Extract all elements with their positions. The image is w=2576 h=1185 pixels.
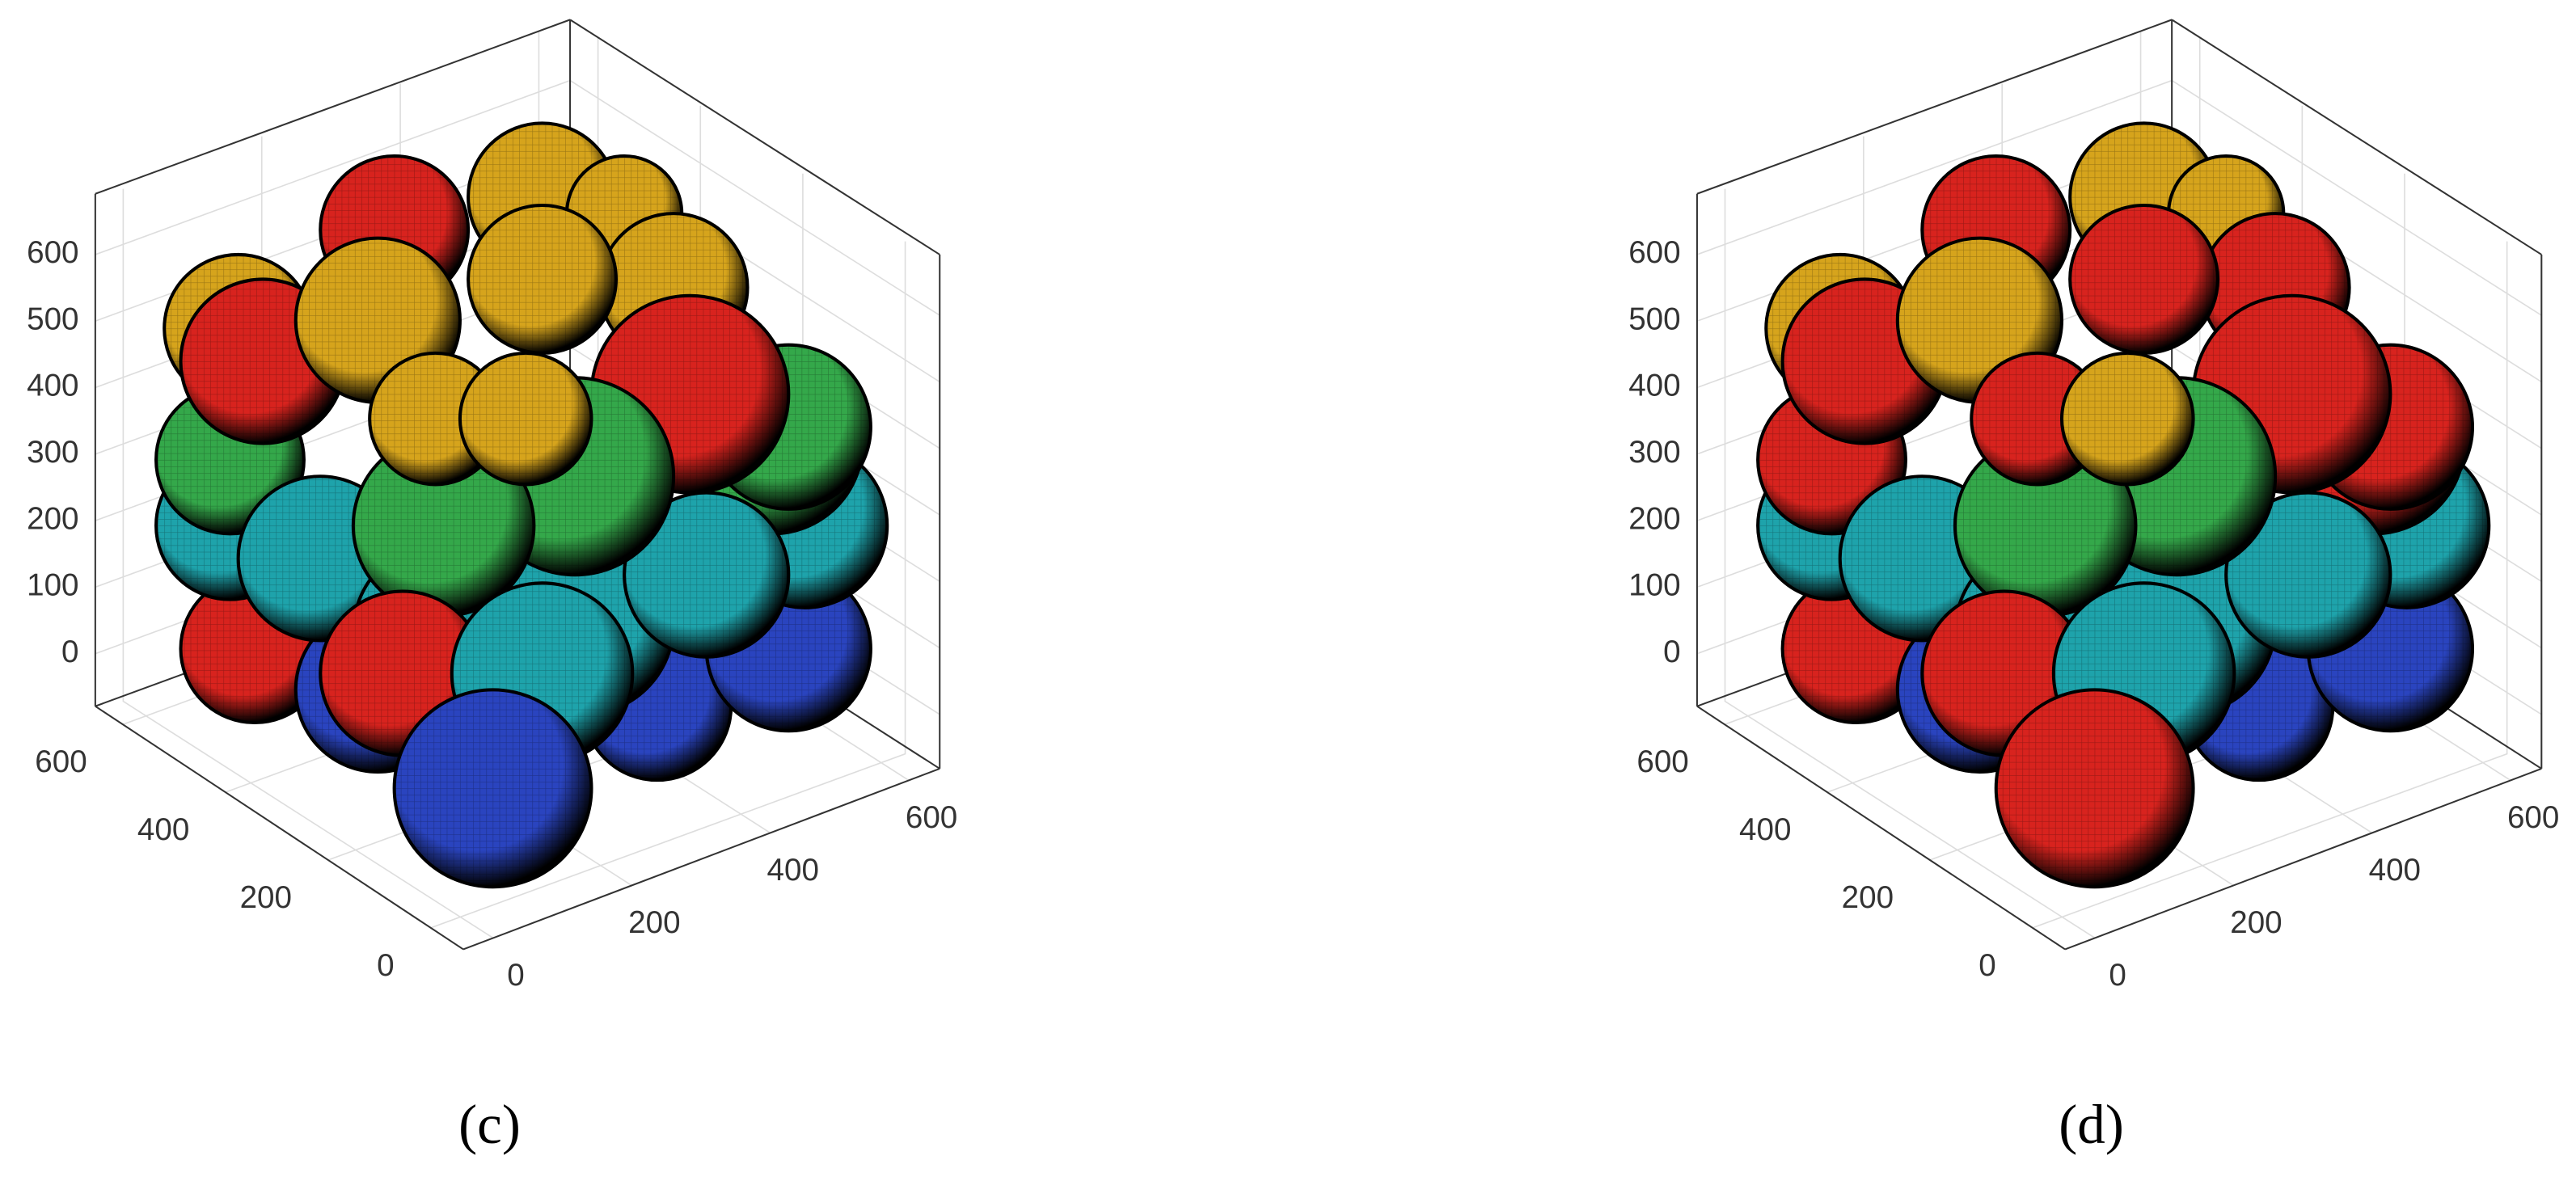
x-tick-label: 400: [2369, 853, 2421, 888]
z-tick-label: 600: [1628, 235, 1680, 270]
sphere-mesh: [1954, 435, 2136, 616]
axis-edge: [1696, 19, 2173, 195]
z-tick-label: 400: [1628, 369, 1680, 403]
sphere-mesh: [353, 435, 534, 616]
z-tick-label: 300: [1628, 435, 1680, 470]
y-tick-label: 0: [377, 948, 394, 983]
z-tick-label: 300: [27, 435, 78, 470]
sphere-mesh: [624, 492, 789, 657]
y-tick-label: 400: [1739, 812, 1791, 847]
z-tick-label: 600: [27, 235, 78, 270]
sphere-mesh: [459, 352, 592, 485]
panel-caption: (d): [2059, 1093, 2124, 1155]
sphere-mesh: [2062, 352, 2194, 485]
x-tick-label: 600: [906, 800, 957, 835]
panel-caption: (c): [458, 1093, 521, 1155]
sphere-mesh: [1995, 689, 2194, 888]
axis-edge: [2171, 19, 2542, 255]
y-tick-label: 400: [137, 812, 189, 847]
grid-line: [2032, 241, 2508, 929]
sphere-mesh: [468, 205, 616, 353]
z-tick-label: 400: [27, 369, 78, 403]
sphere-mesh: [2070, 205, 2219, 353]
axis-edge: [2064, 767, 2542, 951]
grid-line: [122, 188, 494, 938]
z-tick-label: 0: [1663, 635, 1680, 669]
axis-edge: [95, 705, 464, 951]
axis-edge: [1696, 705, 2066, 951]
y-tick-label: 200: [1842, 880, 1894, 915]
z-tick-label: 500: [1628, 302, 1680, 336]
axis-edge: [569, 19, 940, 255]
x-tick-label: 200: [628, 905, 680, 940]
z-tick-label: 100: [1628, 568, 1680, 603]
z-tick-label: 100: [27, 568, 78, 603]
x-tick-label: 0: [507, 958, 524, 993]
sphere-mesh: [2226, 492, 2391, 657]
y-tick-label: 600: [35, 744, 87, 779]
y-tick-label: 600: [1636, 744, 1688, 779]
x-tick-label: 400: [767, 853, 819, 888]
axis-edge: [462, 767, 940, 951]
y-tick-label: 200: [240, 880, 292, 915]
x-tick-label: 600: [2507, 800, 2559, 835]
axes-panel: 0 100 200 300 400 500 600 0 200 400 600 0 200 400 600: [27, 19, 957, 993]
z-tick-label: 200: [27, 501, 78, 536]
z-tick-label: 500: [27, 302, 78, 336]
x-tick-label: 200: [2230, 905, 2282, 940]
y-tick-label: 0: [1978, 948, 1995, 983]
grid-line: [430, 241, 906, 929]
grid-line: [1724, 188, 2096, 938]
axes-panel: 0 100 200 300 400 500 600 0 200 400 600 0 200 400 600: [1628, 19, 2559, 993]
z-tick-label: 0: [61, 635, 78, 669]
z-tick-label: 200: [1628, 501, 1680, 536]
sphere-mesh: [394, 689, 592, 888]
x-tick-label: 0: [2109, 958, 2126, 993]
axis-edge: [95, 19, 571, 195]
